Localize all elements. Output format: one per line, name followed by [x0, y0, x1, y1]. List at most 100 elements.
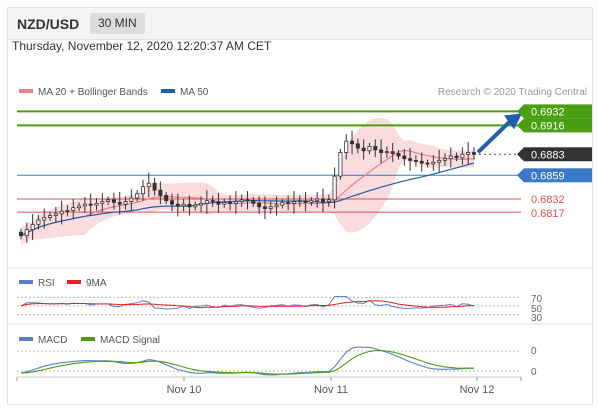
candle-body — [373, 146, 378, 151]
x-axis: Nov 10 Nov 11 Nov 12 — [16, 377, 522, 396]
x-tick-label-nov-11: Nov 11 — [314, 384, 348, 396]
price-tag-pointer-0.6859 — [517, 168, 524, 183]
candle-body — [30, 223, 35, 231]
candle-body — [140, 186, 145, 195]
candle-body — [286, 202, 291, 204]
rsi-line — [20, 296, 475, 310]
price-tag-pointer-0.6916 — [517, 118, 524, 133]
candle-body — [100, 201, 105, 204]
chart-header: NZD/USD 30 MIN — [8, 8, 592, 40]
bollinger-band — [21, 118, 474, 245]
candle-body — [344, 140, 349, 153]
candle-body — [71, 207, 76, 211]
candle-body — [338, 152, 343, 177]
price-label-0.6932: 0.6932 — [531, 106, 565, 118]
candle-body — [297, 200, 302, 203]
candle-body — [210, 200, 215, 203]
candle-body — [181, 203, 186, 207]
candle-body — [384, 151, 389, 154]
research-credit: Research © 2020 Trading Central — [438, 87, 587, 98]
candle-body — [350, 140, 355, 145]
legend-swatch-rsi — [19, 280, 33, 284]
price-tag-pointer-0.6883 — [517, 147, 524, 162]
candle-body — [402, 155, 407, 160]
candle-body — [88, 203, 93, 206]
price-tag-0.6883 — [524, 147, 592, 162]
legend-ma20-label: MA 20 + Bollinger Bands — [38, 87, 148, 98]
candle-body — [158, 189, 163, 196]
candle-body — [228, 202, 233, 204]
candle-body — [268, 206, 273, 209]
candle-body — [187, 203, 192, 208]
candle-body — [193, 204, 198, 208]
candle-body — [367, 146, 372, 152]
candle-body — [135, 193, 140, 199]
candle-body — [222, 202, 227, 205]
legend-swatch-macd-signal — [81, 337, 95, 341]
candle-body — [425, 162, 430, 165]
candle-body — [94, 202, 99, 206]
candle-body — [245, 199, 250, 202]
candle-body — [18, 231, 23, 237]
candle-body — [361, 147, 366, 152]
legend-rsi-label: RSI — [38, 278, 55, 289]
candle-body — [233, 201, 238, 204]
candle-body — [262, 206, 267, 209]
candle-body — [274, 204, 279, 208]
candle-body — [280, 202, 285, 206]
candle-body — [216, 201, 221, 205]
candle-body — [390, 151, 395, 154]
legend-rsi-9ma-label: 9MA — [86, 278, 107, 289]
candle-body — [36, 219, 41, 225]
forecast-arrow-shaft — [476, 119, 512, 154]
legend-macd-label: MACD — [38, 335, 67, 346]
candle-body — [326, 199, 331, 202]
timestamp: Thursday, November 12, 2020 12:20:37 AM … — [12, 39, 272, 53]
candle-body — [129, 197, 134, 202]
price-label-0.6817: 0.6817 — [531, 208, 565, 220]
candle-body — [48, 215, 53, 218]
price-label-0.6916: 0.6916 — [531, 120, 565, 132]
legend-macd-signal-label: MACD Signal — [100, 335, 160, 346]
currency-pair-title: NZD/USD — [17, 16, 80, 32]
candle-body — [169, 200, 174, 205]
rsi-9ma-line — [20, 300, 475, 309]
rsi-tick-70: 70 — [531, 294, 543, 305]
candle-body — [437, 160, 442, 163]
candle-body — [419, 160, 424, 164]
x-tick-label-nov-12: Nov 12 — [460, 384, 495, 396]
candle-body — [59, 210, 64, 215]
candle-body — [152, 182, 157, 191]
candle-body — [291, 201, 296, 204]
candle-body — [454, 155, 459, 159]
candle-body — [408, 158, 413, 161]
candle-body — [396, 153, 401, 157]
price-tag-0.6932 — [524, 104, 592, 119]
legend-swatch-macd — [19, 337, 33, 341]
price-tag-0.6859 — [524, 168, 592, 183]
candle-body — [199, 202, 204, 206]
macd-signal-line — [20, 350, 474, 375]
candle-body — [448, 155, 453, 160]
candle-body — [175, 203, 180, 207]
rsi-tick-30: 30 — [531, 313, 543, 324]
rsi-plot — [17, 296, 521, 316]
candle-body — [332, 175, 337, 201]
legend-swatch-rsi-9ma — [67, 280, 81, 284]
price-label-0.6859: 0.6859 — [531, 170, 565, 182]
candle-body — [320, 198, 325, 202]
candle-body — [53, 213, 58, 216]
candle-body — [471, 152, 476, 155]
macd-tick-lower: 0 — [531, 367, 537, 378]
candle-body — [24, 229, 29, 237]
candle-body — [204, 200, 209, 204]
price-tag-pointer-0.6932 — [517, 104, 524, 119]
forecast-arrow-head — [504, 113, 522, 130]
candle-body — [257, 202, 262, 208]
candle-body — [303, 200, 308, 203]
price-label-0.6883: 0.6883 — [531, 149, 565, 161]
candle-body — [251, 200, 256, 204]
timeframe-badge[interactable]: 30 MIN — [90, 13, 145, 34]
candle-body — [106, 199, 111, 202]
